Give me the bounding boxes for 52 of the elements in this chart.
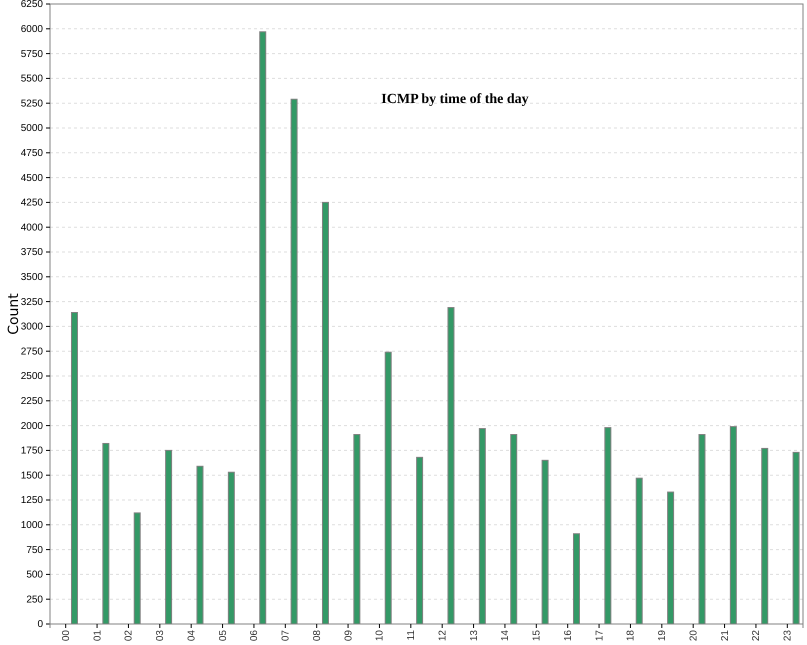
x-tick-label: 03 — [155, 630, 166, 642]
y-tick-label: 2250 — [20, 396, 44, 407]
x-tick-label: 21 — [720, 630, 731, 642]
y-tick-label: 2500 — [20, 371, 44, 382]
x-tick-label: 00 — [60, 630, 72, 642]
y-tick-label: 6000 — [20, 24, 44, 35]
y-tick-label: 4000 — [20, 222, 44, 234]
y-tick-label: 4500 — [20, 172, 44, 184]
y-tick-label: 250 — [26, 594, 44, 606]
y-tick-label: 3250 — [20, 296, 44, 308]
x-tick-label: 10 — [374, 630, 386, 642]
x-tick-label: 06 — [249, 630, 260, 642]
y-tick-label: 5750 — [20, 48, 44, 60]
x-tick-label: 19 — [657, 630, 668, 642]
y-tick-label: 5000 — [20, 123, 44, 134]
x-tick-label: 17 — [594, 630, 606, 642]
x-tick-label: 13 — [468, 630, 480, 642]
x-tick-label: 11 — [406, 630, 418, 640]
y-tick-label: 750 — [26, 544, 44, 556]
text: ICMP by time of the day — [381, 92, 529, 107]
x-tick-label: 08 — [312, 630, 323, 642]
x-tick-label: 22 — [751, 630, 762, 642]
x-tick-label: 05 — [218, 630, 229, 642]
x-tick-label: 15 — [532, 630, 543, 642]
y-tick-label: 3500 — [20, 272, 44, 283]
x-tick-label: 18 — [626, 630, 637, 642]
x-tick-label: 09 — [343, 630, 354, 642]
y-tick-label: 3000 — [20, 322, 44, 333]
y-tick-label: 4250 — [20, 198, 44, 209]
y-tick-label: 0 — [37, 619, 44, 630]
y-tick-label: 5500 — [20, 74, 44, 85]
x-tick-label: 01 — [92, 630, 104, 642]
y-tick-label: 1250 — [20, 495, 44, 506]
y-tick-label: 2750 — [20, 346, 44, 358]
y-tick-label: 1500 — [20, 470, 44, 482]
x-tick-label: 12 — [437, 630, 448, 642]
y-tick-label: 1000 — [20, 520, 44, 531]
y-tick-label: 5250 — [20, 98, 44, 110]
x-tick-label: 23 — [782, 630, 794, 642]
y-tick-label: 4750 — [20, 148, 44, 159]
y-tick-label: 3750 — [20, 247, 44, 258]
y-tick-label: 6250 — [20, 0, 44, 10]
y-axis-title: Count — [6, 292, 22, 335]
x-tick-label: 16 — [562, 630, 574, 642]
x-tick-label: 20 — [688, 630, 700, 642]
y-tick-label: 1750 — [20, 446, 44, 457]
x-tick-label: 07 — [280, 630, 292, 642]
x-tick-label: 02 — [124, 630, 135, 642]
x-tick-label: 14 — [500, 630, 512, 642]
y-tick-label: 2000 — [20, 420, 44, 432]
y-tick-label: 500 — [26, 570, 44, 581]
x-tick-label: 04 — [186, 630, 198, 642]
